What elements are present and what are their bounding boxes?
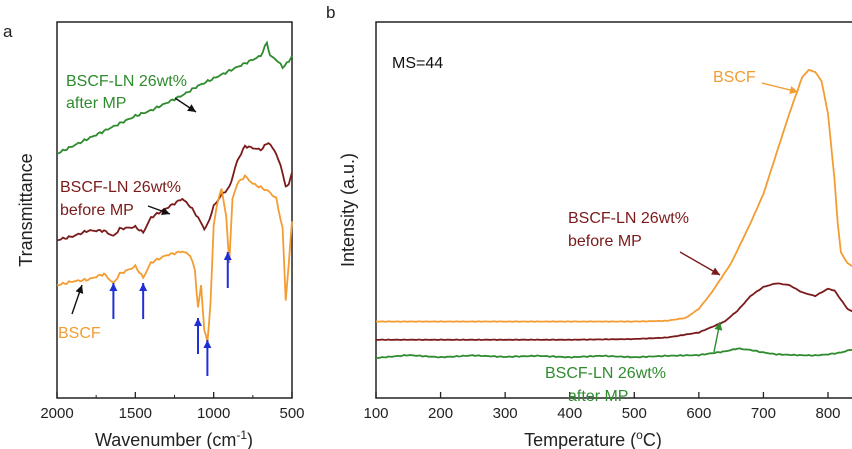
series-orange [375, 69, 852, 323]
panel-a-series [56, 40, 293, 343]
panel-a-green-label-2: after MP [66, 95, 126, 112]
panel-a-red-pointer-arrow [147, 205, 171, 216]
panel-b-tick-label: 100 [363, 405, 388, 422]
panel-a-green-pointer-arrow [174, 97, 197, 113]
panel-b-tick-label: 700 [751, 405, 776, 422]
panel-b-red-label-2: before MP [568, 233, 642, 250]
panel-a-chart: 2000 1500 1000 500 Transmittance Wavenumber… [16, 21, 305, 449]
panel-b-tick-label: 400 [557, 405, 582, 422]
panel-b-tick-label: 300 [493, 405, 518, 422]
panel-a-letter: a [3, 22, 13, 41]
panel-b-series [375, 69, 852, 359]
panel-a-ylabel: Transmittance [16, 153, 36, 266]
series-green [56, 40, 293, 155]
panel-b-x-ticks: 100 200 300 400 500 600 700 800 [363, 392, 841, 422]
panel-b-green-label-1: BSCF-LN 26wt% [545, 365, 666, 382]
panel-a-red-label-1: BSCF-LN 26wt% [60, 179, 181, 196]
panel-a-blue-arrow [223, 252, 232, 288]
panel-b-ms-label: MS=44 [392, 55, 443, 72]
panel-a-x-ticks: 2000 1500 1000 500 [40, 392, 305, 422]
panel-b-xlabel: Temperature (oC) [524, 428, 662, 449]
panel-a-tick-label: 1500 [119, 405, 152, 422]
panel-b-letter: b [326, 3, 335, 22]
panel-a-blue-arrow [139, 283, 148, 319]
panel-a-tick-label: 1000 [197, 405, 230, 422]
panel-a-red-label-2: before MP [60, 202, 134, 219]
panel-a-blue-arrow [109, 283, 118, 319]
panel-b-chart: 100 200 300 400 500 600 700 800 Intensity (a.u.… [338, 21, 852, 449]
series-orange [56, 174, 293, 343]
panel-a-blue-arrow [203, 340, 212, 376]
panel-b-red-label-1: BSCF-LN 26wt% [568, 210, 689, 227]
panel-a-xlabel: Wavenumber (cm-1) [95, 428, 253, 449]
panel-b-orange-pointer-arrow [761, 82, 799, 94]
panel-a-orange-pointer-arrow [71, 284, 84, 315]
panel-b-green-pointer-arrow [713, 321, 723, 353]
panel-a-blue-arrow [194, 318, 202, 354]
panel-a-tick-label: 2000 [40, 405, 73, 422]
panel-b-frame [375, 21, 852, 399]
panel-a-arrows [71, 97, 232, 376]
panel-b-tick-label: 200 [428, 405, 453, 422]
panel-b-green-label-2: after MP [568, 388, 628, 405]
series-green [376, 347, 852, 359]
panel-a-orange-label: BSCF [58, 325, 101, 342]
series-darkred [375, 282, 852, 342]
panel-a-green-label-1: BSCF-LN 26wt% [66, 73, 187, 90]
panel-b-orange-label: BSCF [713, 69, 756, 86]
panel-b-tick-label: 500 [622, 405, 647, 422]
panel-b-red-pointer-arrow [679, 251, 721, 276]
panel-b-tick-label: 800 [815, 405, 840, 422]
series-darkred [56, 142, 293, 241]
panel-b-ylabel: Intensity (a.u.) [338, 153, 358, 267]
panel-a-tick-label: 500 [279, 405, 304, 422]
panel-b-tick-label: 600 [686, 405, 711, 422]
